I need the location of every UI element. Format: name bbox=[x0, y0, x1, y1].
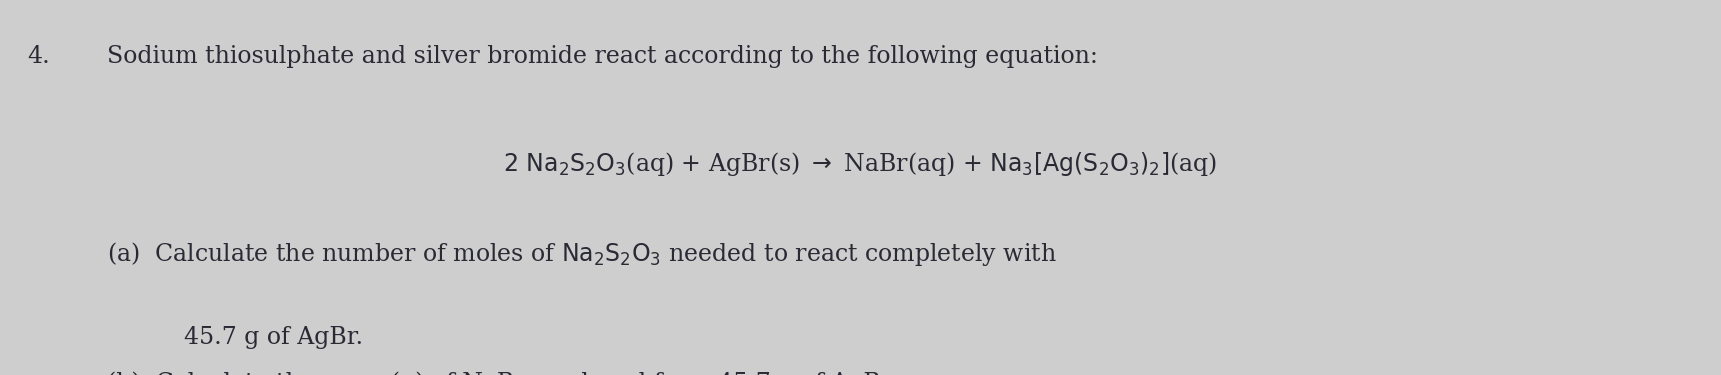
Text: (a)  Calculate the number of moles of $\mathrm{Na_2S_2O_3}$ needed to react comp: (a) Calculate the number of moles of $\m… bbox=[107, 240, 1057, 268]
Text: 4.: 4. bbox=[28, 45, 50, 68]
Text: 45.7 g of AgBr.: 45.7 g of AgBr. bbox=[184, 326, 363, 349]
Text: (b)  Calculate the mass (g) of NaBr produced from 45.7 g of AgBr.: (b) Calculate the mass (g) of NaBr produ… bbox=[107, 371, 897, 375]
Text: $2\ \mathrm{Na_2S_2O_3}$(aq) + AgBr(s) $\rightarrow$ NaBr(aq) + $\mathrm{Na_3[Ag: $2\ \mathrm{Na_2S_2O_3}$(aq) + AgBr(s) $… bbox=[504, 150, 1217, 178]
Text: Sodium thiosulphate and silver bromide react according to the following equation: Sodium thiosulphate and silver bromide r… bbox=[107, 45, 1098, 68]
